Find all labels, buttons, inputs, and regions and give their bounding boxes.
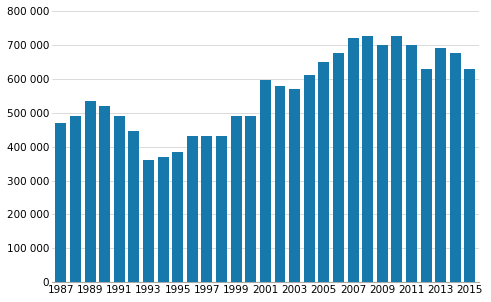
Bar — [114, 116, 125, 282]
Bar — [435, 48, 446, 282]
Bar — [143, 160, 154, 282]
Bar — [450, 53, 461, 282]
Bar — [304, 76, 315, 282]
Bar — [99, 106, 110, 282]
Bar — [84, 101, 96, 282]
Bar — [421, 69, 432, 282]
Bar — [318, 62, 329, 282]
Bar — [201, 137, 213, 282]
Bar — [348, 38, 358, 282]
Bar — [289, 89, 300, 282]
Bar — [231, 116, 242, 282]
Bar — [464, 69, 475, 282]
Bar — [187, 137, 198, 282]
Bar — [333, 53, 344, 282]
Bar — [172, 152, 183, 282]
Bar — [158, 157, 168, 282]
Bar — [274, 85, 285, 282]
Bar — [216, 137, 227, 282]
Bar — [55, 123, 66, 282]
Bar — [246, 116, 256, 282]
Bar — [260, 80, 271, 282]
Bar — [70, 116, 81, 282]
Bar — [362, 36, 373, 282]
Bar — [391, 36, 402, 282]
Bar — [377, 45, 388, 282]
Bar — [406, 45, 417, 282]
Bar — [129, 131, 139, 282]
